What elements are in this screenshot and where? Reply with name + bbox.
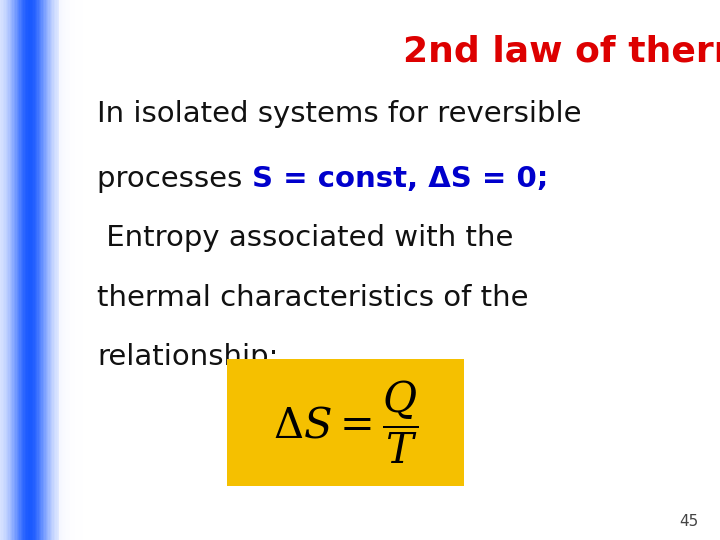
Bar: [60, 0, 62, 540]
Bar: [32, 0, 33, 540]
Bar: [42, 0, 44, 540]
Bar: [21, 0, 22, 540]
Bar: [53, 0, 54, 540]
Bar: [76, 0, 77, 540]
Bar: [69, 0, 71, 540]
Bar: [80, 0, 81, 540]
Bar: [71, 0, 72, 540]
Text: processes: processes: [97, 165, 252, 193]
Bar: [65, 0, 66, 540]
Bar: [9, 0, 11, 540]
Text: S = const, ΔS = 0;: S = const, ΔS = 0;: [252, 165, 548, 193]
Text: relationship:: relationship:: [97, 343, 279, 371]
Bar: [51, 0, 53, 540]
Bar: [73, 0, 75, 540]
Bar: [47, 0, 48, 540]
Bar: [19, 0, 21, 540]
Bar: [57, 0, 58, 540]
Bar: [35, 0, 36, 540]
Bar: [68, 0, 69, 540]
Bar: [54, 0, 55, 540]
Text: 2nd law of thermodynamics: 2nd law of thermodynamics: [403, 35, 720, 69]
Bar: [50, 0, 51, 540]
Bar: [75, 0, 76, 540]
Bar: [1, 0, 3, 540]
Bar: [45, 0, 47, 540]
Bar: [37, 0, 39, 540]
Bar: [3, 0, 4, 540]
Bar: [72, 0, 73, 540]
Bar: [7, 0, 9, 540]
Bar: [62, 0, 63, 540]
Text: $\Delta S = \dfrac{Q}{T}$: $\Delta S = \dfrac{Q}{T}$: [273, 379, 418, 466]
Text: In isolated systems for reversible: In isolated systems for reversible: [97, 100, 582, 128]
Bar: [36, 0, 37, 540]
Bar: [17, 0, 18, 540]
Bar: [12, 0, 14, 540]
Bar: [6, 0, 7, 540]
Bar: [40, 0, 42, 540]
Bar: [22, 0, 24, 540]
Bar: [58, 0, 59, 540]
FancyBboxPatch shape: [227, 359, 464, 486]
Bar: [48, 0, 50, 540]
Bar: [4, 0, 6, 540]
Bar: [78, 0, 80, 540]
Text: thermal characteristics of the: thermal characteristics of the: [97, 284, 528, 312]
Bar: [63, 0, 65, 540]
Text: 45: 45: [679, 514, 698, 529]
Bar: [29, 0, 30, 540]
Bar: [18, 0, 19, 540]
Bar: [77, 0, 78, 540]
Bar: [30, 0, 32, 540]
Bar: [55, 0, 57, 540]
Bar: [44, 0, 45, 540]
Bar: [39, 0, 40, 540]
Bar: [81, 0, 83, 540]
Bar: [59, 0, 60, 540]
Bar: [33, 0, 35, 540]
Text: Entropy associated with the: Entropy associated with the: [97, 224, 513, 252]
Bar: [26, 0, 27, 540]
Bar: [11, 0, 12, 540]
Bar: [27, 0, 29, 540]
Bar: [66, 0, 68, 540]
Bar: [0, 0, 1, 540]
Bar: [15, 0, 17, 540]
Bar: [14, 0, 15, 540]
Bar: [24, 0, 26, 540]
Text: processes: processes: [97, 165, 252, 193]
